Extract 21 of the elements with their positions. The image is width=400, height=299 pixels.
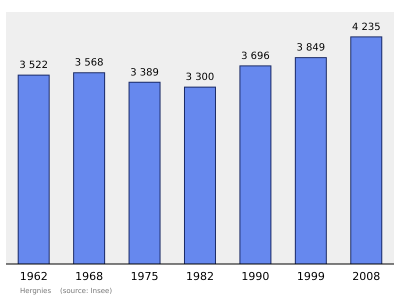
data-label: 3 522 <box>19 60 48 72</box>
data-label: 3 696 <box>241 50 270 62</box>
bar <box>239 65 272 264</box>
x-tick-label: 1968 <box>75 270 104 283</box>
bar <box>18 74 50 264</box>
x-tick-label: 1975 <box>130 270 159 283</box>
data-label: 4 235 <box>352 22 381 33</box>
bar <box>73 72 106 264</box>
bar <box>294 57 327 264</box>
bar <box>128 82 161 264</box>
x-tick-label: 1982 <box>186 270 214 283</box>
bar <box>184 86 216 264</box>
data-label: 3 389 <box>130 67 159 78</box>
x-tick-label: 1990 <box>241 270 270 283</box>
data-label: 3 300 <box>186 72 214 84</box>
x-tick-label: 2008 <box>352 270 380 283</box>
bar <box>350 36 382 264</box>
data-label: 3 568 <box>74 58 104 69</box>
data-label: 3 849 <box>296 42 326 54</box>
x-tick-label: 1962 <box>20 270 48 283</box>
x-tick-label: 1999 <box>296 270 325 283</box>
